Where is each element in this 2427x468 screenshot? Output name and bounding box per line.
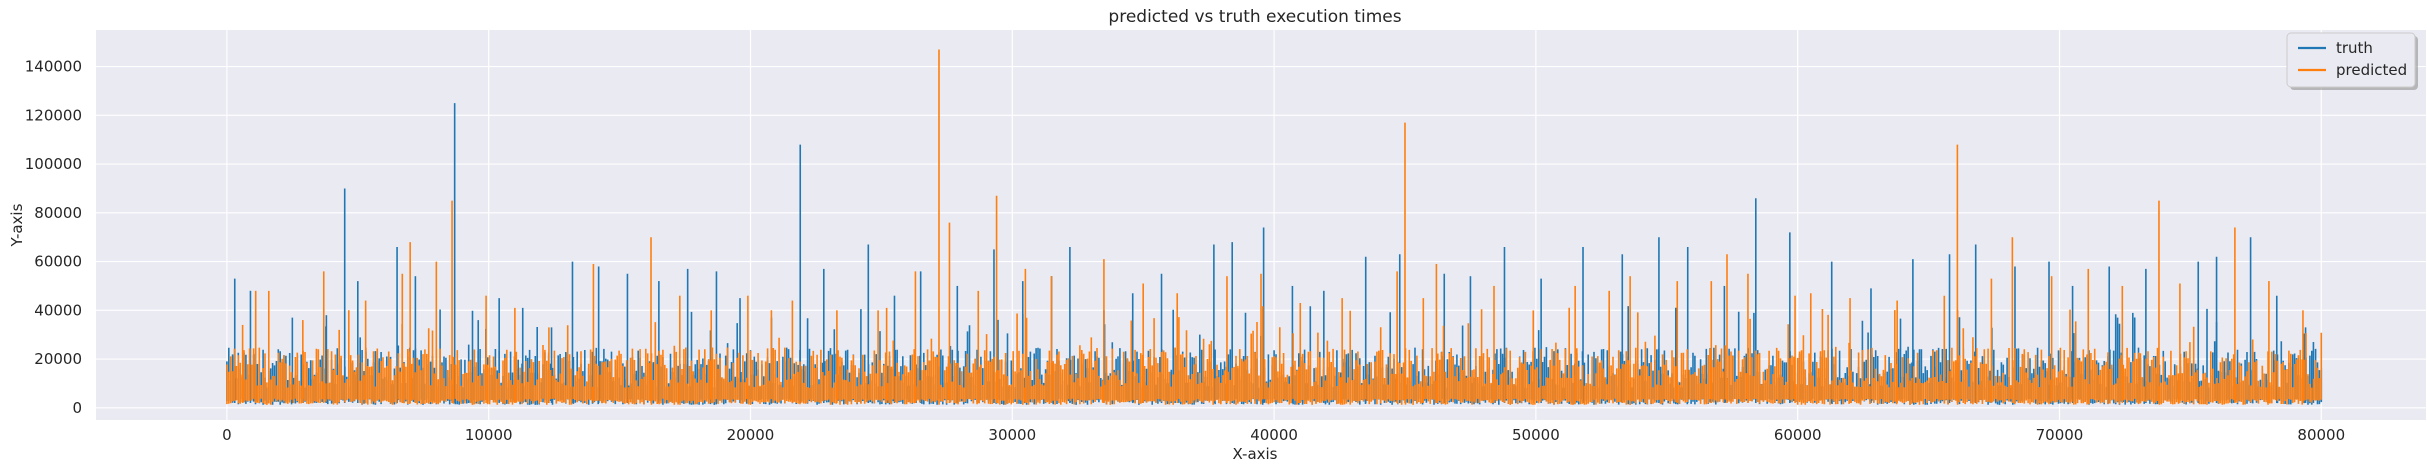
tick-labels: 0 10000 20000 30000 40000 50000 60000 70000 8000…: [25, 58, 2345, 444]
y-tick-label: 0: [72, 399, 82, 417]
x-tick-label: 40000: [1250, 426, 1298, 444]
legend-label-predicted: predicted: [2336, 61, 2407, 79]
chart-title: predicted vs truth execution times: [1108, 7, 1401, 27]
x-tick-label: 50000: [1512, 426, 1560, 444]
x-axis-label: X-axis: [1233, 445, 1278, 463]
x-tick-label: 10000: [465, 426, 513, 444]
y-tick-label: 60000: [34, 253, 82, 271]
x-tick-label: 80000: [2297, 426, 2345, 444]
y-tick-label: 40000: [34, 301, 82, 319]
x-tick-label: 0: [222, 426, 232, 444]
y-tick-label: 80000: [34, 204, 82, 222]
legend: truth predicted: [2286, 32, 2418, 90]
legend-label-truth: truth: [2336, 39, 2373, 57]
y-tick-label: 140000: [25, 58, 82, 76]
y-tick-label: 100000: [25, 155, 82, 173]
y-tick-label: 20000: [34, 350, 82, 368]
y-tick-label: 120000: [25, 106, 82, 124]
x-tick-label: 60000: [1774, 426, 1822, 444]
y-axis-label: Y-axis: [8, 203, 26, 247]
x-tick-label: 30000: [988, 426, 1036, 444]
legend-box: [2286, 32, 2416, 88]
x-tick-label: 70000: [2036, 426, 2084, 444]
series-layer: [226, 49, 2323, 405]
x-tick-label: 20000: [727, 426, 775, 444]
